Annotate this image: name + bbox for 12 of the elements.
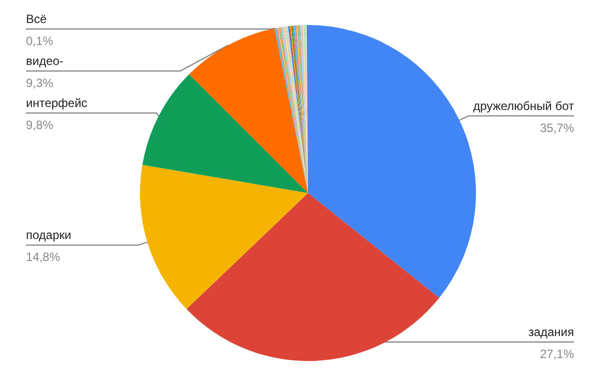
data-label: 9,3% <box>26 76 54 90</box>
slice-label: подарки <box>26 228 72 242</box>
data-label: 27,1% <box>540 347 574 361</box>
data-label: 9,8% <box>26 118 54 132</box>
slice-label: задания <box>528 325 574 339</box>
data-label: 14,8% <box>26 250 60 264</box>
data-label: 35,7% <box>540 120 574 135</box>
slice-label: видео- <box>26 54 64 68</box>
slice-label: интерфейс <box>26 96 88 110</box>
data-label: 0,1% <box>26 34 54 48</box>
slice-label: дружелюбный бот <box>473 98 575 113</box>
slice-label: Всё <box>26 12 48 26</box>
